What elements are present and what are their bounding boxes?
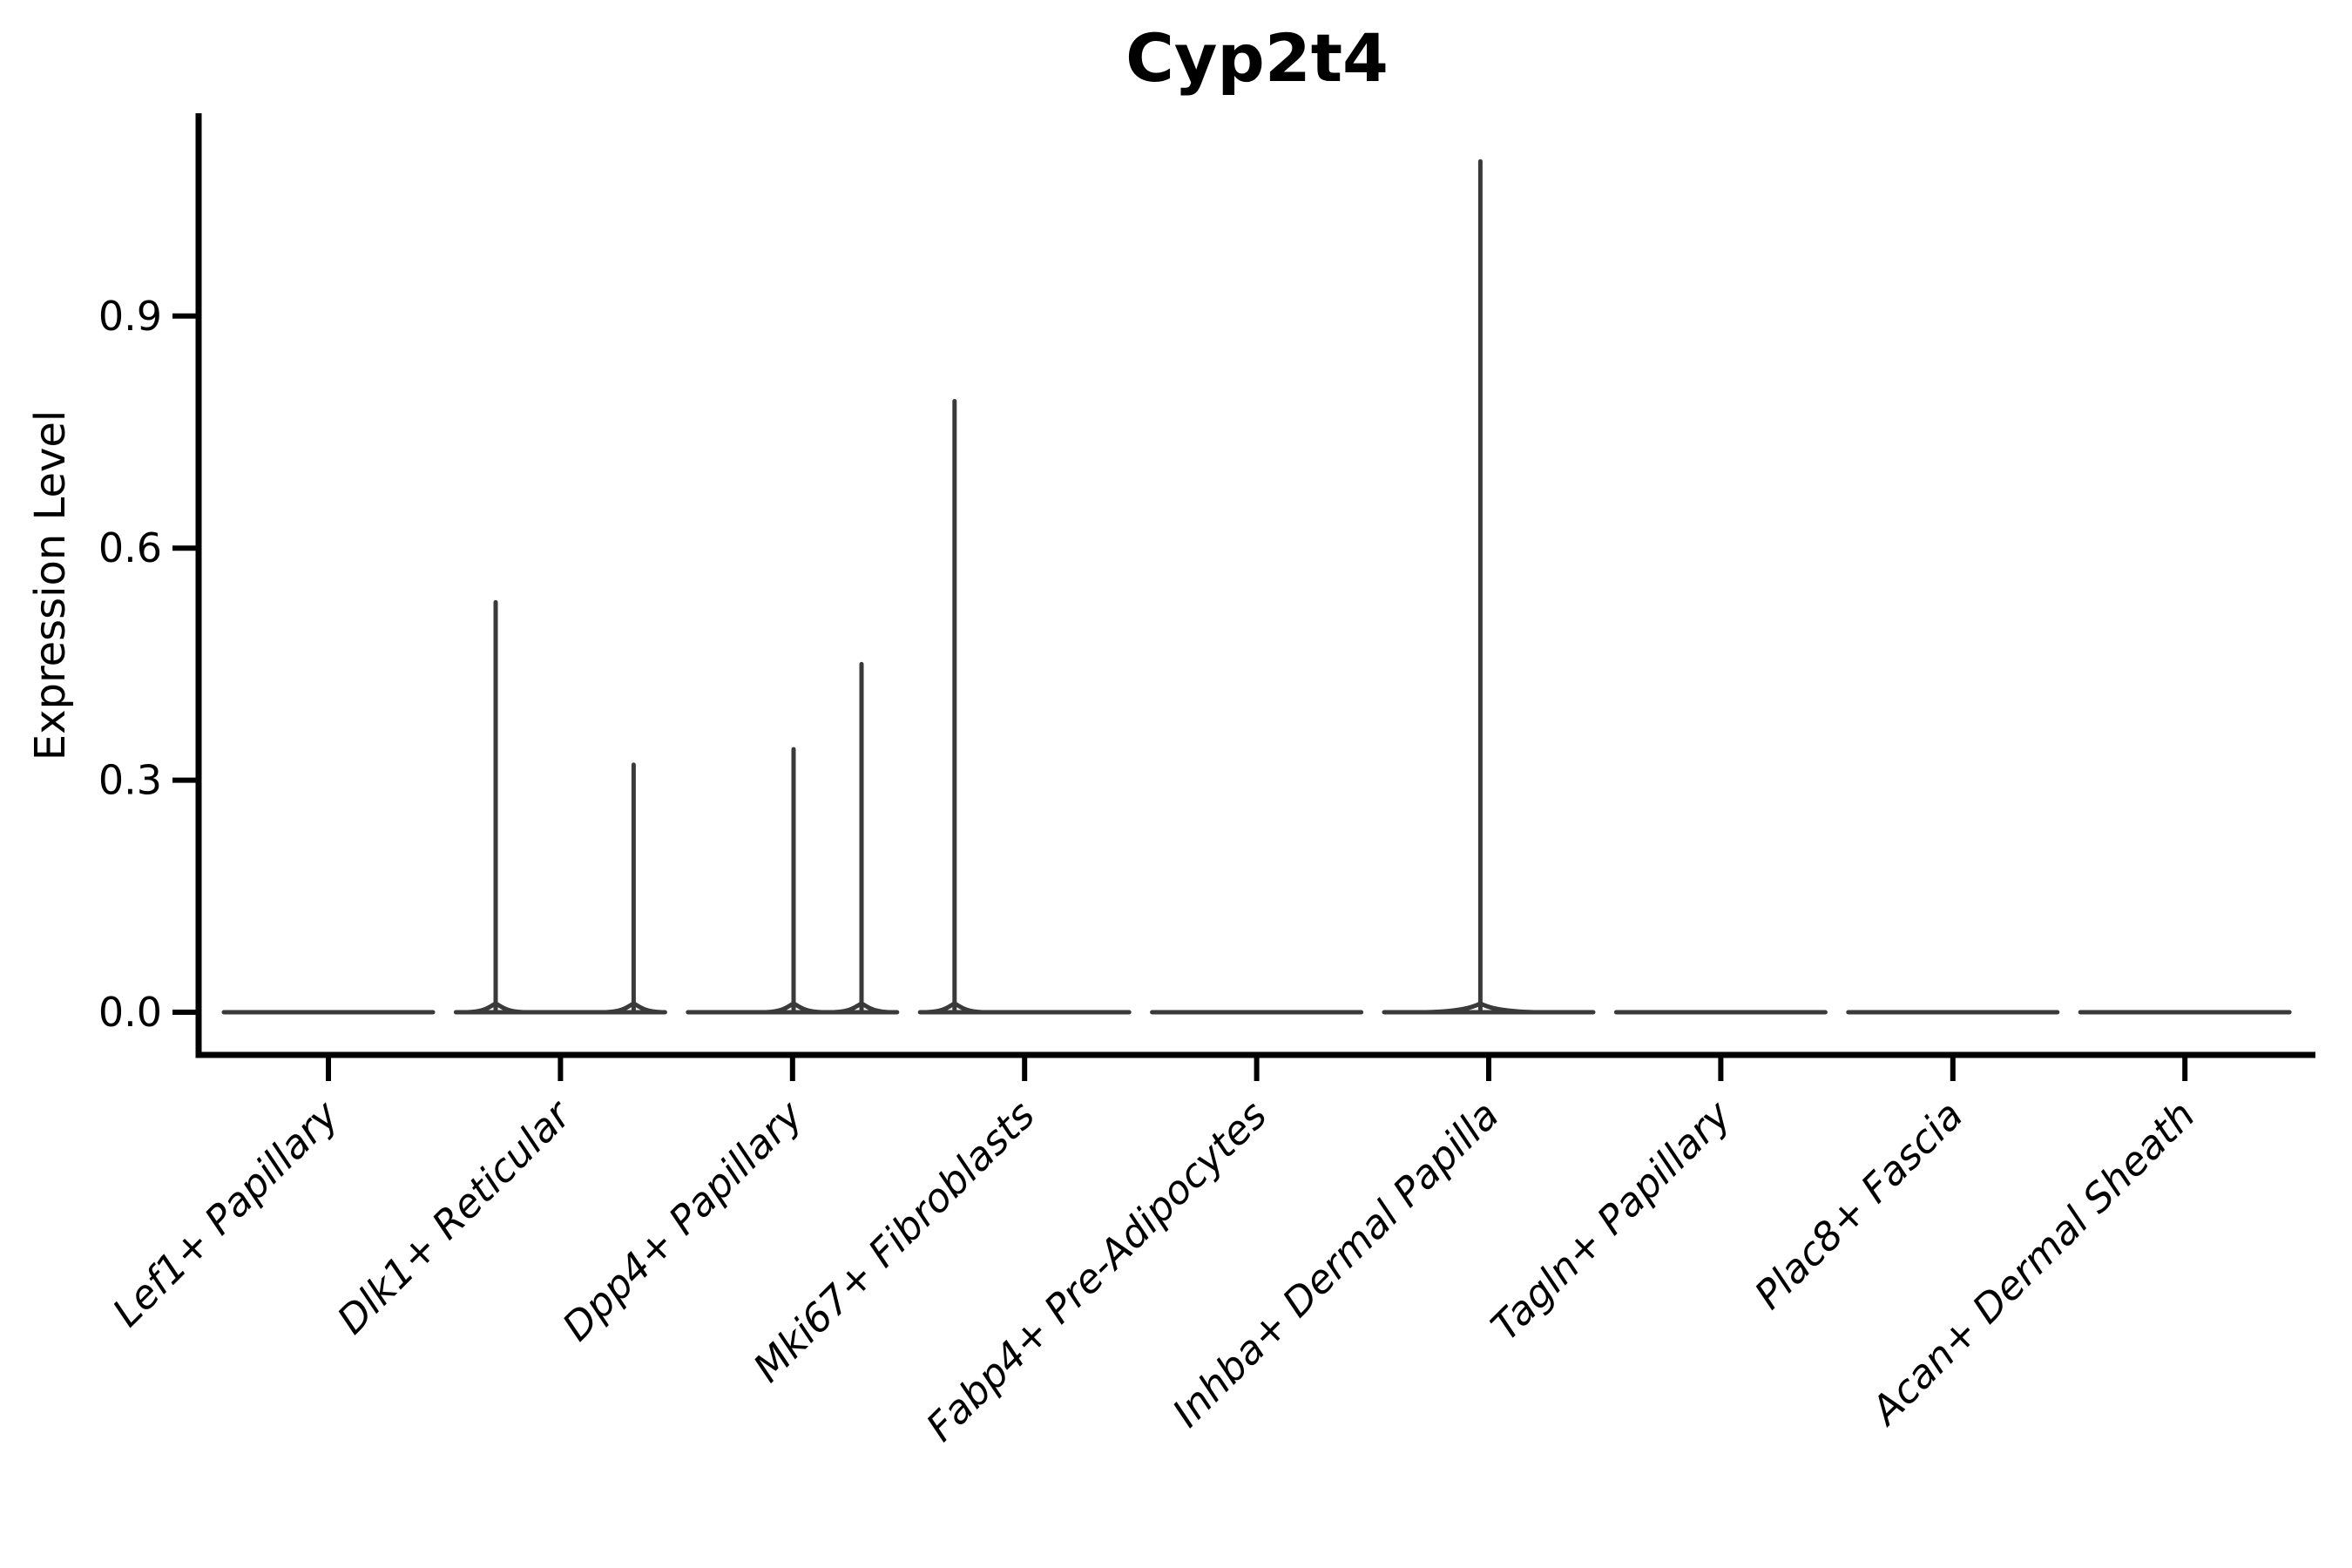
x-tick-label: Plac8+ Fascia [1746, 1092, 1972, 1318]
y-tick-label: 0.0 [98, 989, 162, 1036]
y-tick-label: 0.9 [98, 293, 162, 340]
x-tick-label: Dlk1+ Reticular [328, 1091, 581, 1343]
x-tick-label: Dpp4+ Papillary [553, 1091, 812, 1349]
x-tick-label: Lef1+ Papillary [104, 1091, 348, 1335]
axis-spines [195, 113, 2315, 1058]
y-tick-label: 0.6 [98, 524, 162, 571]
chart-title: Cyp2t4 [1125, 19, 1389, 97]
y-tick-label: 0.3 [98, 757, 162, 804]
x-tick-label: Tagln+ Papillary [1482, 1091, 1740, 1349]
